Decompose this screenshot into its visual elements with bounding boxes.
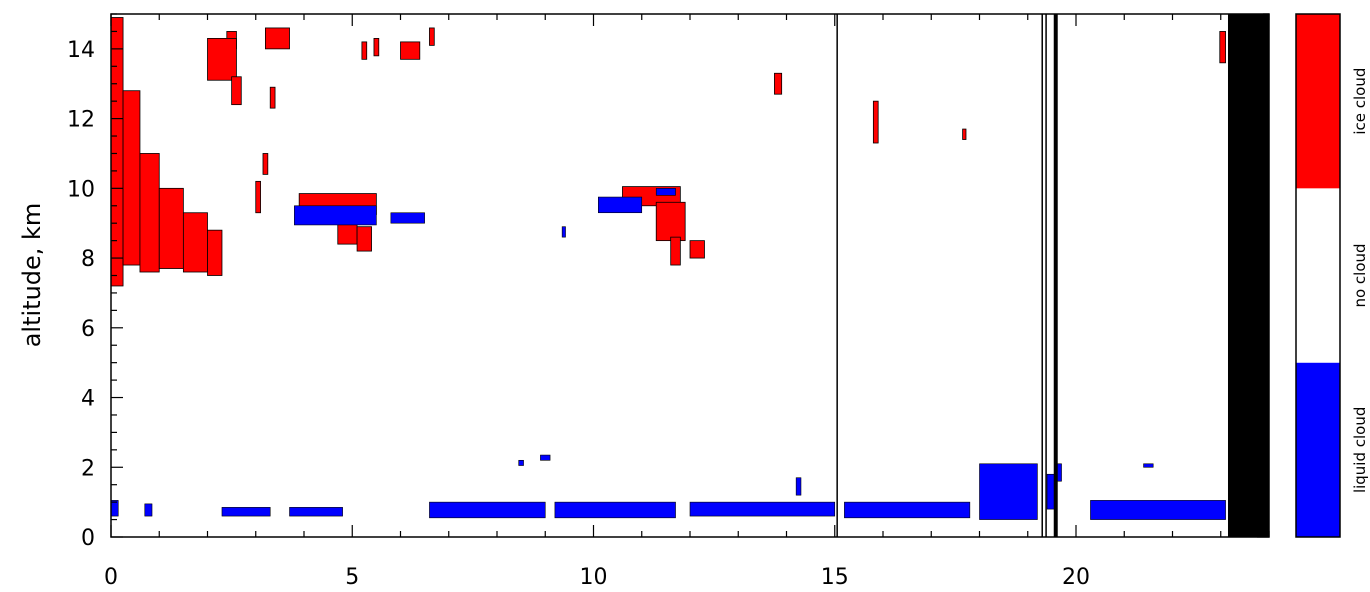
liquid-region-1 [390, 212, 425, 224]
x-tick-label-10: 10 [580, 565, 608, 590]
colorbar-label-1: no cloud [1351, 243, 1369, 307]
liquid-region-12 [289, 507, 343, 517]
ice-region-0 [110, 17, 124, 287]
x-tick-labels: 0 5 10 15 20 [104, 565, 1090, 590]
colorbar-label-0: liquid cloud [1351, 407, 1369, 493]
liquid-region-18 [1046, 473, 1055, 510]
liquid-region-3 [655, 188, 676, 196]
ice-region-5 [207, 229, 223, 276]
colorbar-segment-1 [1296, 188, 1340, 363]
ice-region-12 [255, 180, 261, 214]
ice-region-16 [429, 27, 435, 46]
ice-region-9 [231, 76, 242, 106]
liquid-region-8 [795, 477, 802, 496]
plot-background [111, 14, 1269, 537]
y-tick-label-6: 6 [81, 317, 95, 342]
ice-region-4 [182, 212, 208, 273]
ice-region-21 [655, 201, 686, 242]
y-tick-label-10: 10 [67, 177, 95, 202]
ice-region-6 [264, 27, 290, 50]
colorbar: liquid cloud no cloud ice cloud [1295, 13, 1369, 538]
ice-region-25 [872, 100, 879, 144]
missing-data-region [1227, 14, 1269, 537]
liquid-region-6 [540, 454, 551, 461]
liquid-cloud-layer [110, 188, 1226, 520]
ice-region-1 [122, 90, 141, 266]
axes [110, 13, 1270, 538]
y-tick-label-4: 4 [81, 387, 95, 412]
vertical-lines-layer [836, 14, 1058, 537]
liquid-region-2 [598, 196, 643, 214]
x-tick-label-15: 15 [821, 565, 849, 590]
liquid-region-0 [294, 205, 377, 226]
liquid-region-13 [429, 501, 546, 519]
colorbar-label-2: ice cloud [1351, 68, 1369, 135]
liquid-region-16 [844, 501, 971, 519]
liquid-region-14 [554, 501, 676, 519]
y-tick-label-8: 8 [81, 247, 95, 272]
ice-region-13 [361, 41, 368, 60]
liquid-region-5 [518, 459, 524, 466]
ice-region-22 [670, 236, 681, 266]
ice-region-19 [356, 226, 372, 252]
liquid-region-4 [561, 226, 566, 238]
ice-region-27 [1219, 31, 1226, 64]
y-tick-label-12: 12 [67, 108, 95, 133]
colorbar-segment-0 [1296, 362, 1340, 537]
y-tick-labels: 0 2 4 6 8 10 12 14 [67, 38, 95, 551]
liquid-region-7 [1143, 463, 1154, 468]
y-tick-label-0: 0 [81, 526, 95, 551]
ice-region-2 [139, 153, 160, 273]
liquid-region-9 [110, 500, 119, 517]
x-tick-label-0: 0 [104, 565, 118, 590]
x-tick-label-5: 5 [345, 565, 359, 590]
colorbar-segment-2 [1296, 14, 1340, 189]
plot-area [111, 14, 1269, 537]
ice-region-24 [774, 72, 783, 95]
liquid-region-15 [689, 501, 836, 517]
ice-region-10 [269, 86, 276, 109]
ice-region-3 [158, 187, 184, 269]
y-axis-title: altitude, km [18, 203, 46, 348]
ice-region-11 [262, 153, 269, 175]
liquid-region-11 [221, 507, 271, 517]
y-tick-label-2: 2 [81, 456, 95, 481]
missing-data-layer [1227, 14, 1269, 537]
liquid-region-20 [1090, 500, 1226, 520]
ice-region-14 [373, 38, 380, 57]
liquid-region-17 [979, 463, 1038, 520]
ice-region-26 [962, 128, 967, 140]
ice-cloud-layer [110, 17, 1226, 287]
ice-region-23 [689, 240, 705, 259]
x-tick-label-20: 20 [1062, 565, 1090, 590]
colorbar-frame [1295, 13, 1341, 538]
liquid-region-10 [144, 503, 153, 517]
y-tick-label-14: 14 [67, 38, 95, 63]
ice-region-8 [207, 38, 237, 81]
ice-region-15 [400, 41, 421, 60]
